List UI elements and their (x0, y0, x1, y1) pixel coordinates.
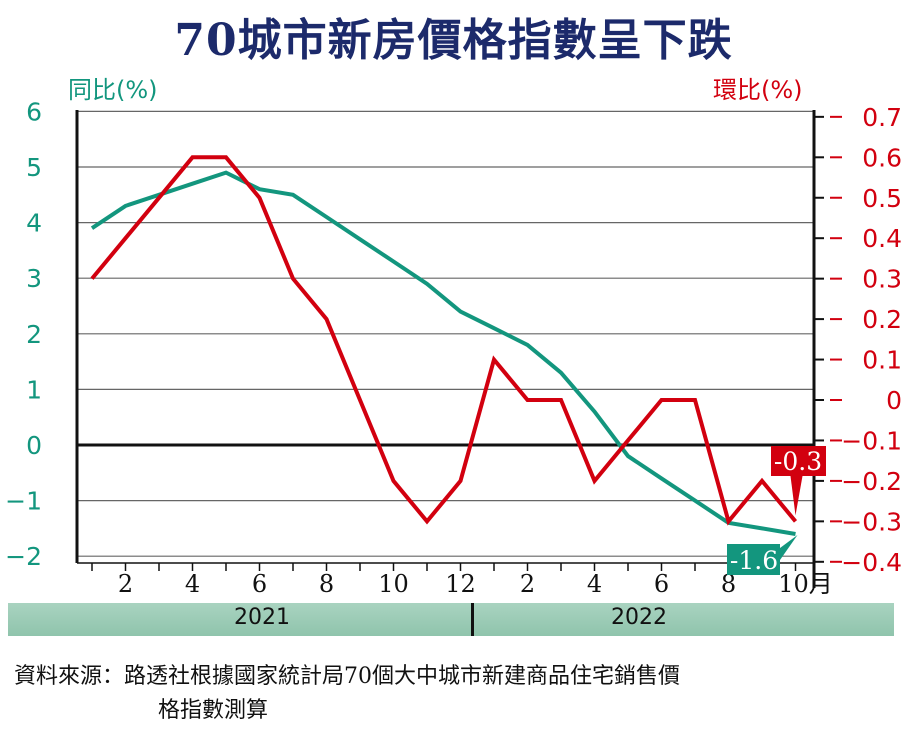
source-line-2: 格指數測算 (158, 698, 269, 723)
left-tick-label: 2 (26, 320, 42, 349)
mom-label-box (771, 446, 826, 476)
chart-title: 70城市新房價格指數呈下跌 (174, 15, 733, 66)
left-tick-label: 6 (26, 97, 42, 126)
right-tick-label: 0 (886, 386, 902, 415)
x-tick-label: 8 (319, 570, 334, 598)
x-tick-label: 4 (587, 570, 602, 598)
plot-area: 6543210−1−20.70.60.50.40.30.20.10−0.1−0.… (5, 97, 902, 598)
year-divider (471, 603, 474, 636)
right-axis-title: 環比(%) (713, 76, 803, 104)
year-label-2022: 2022 (611, 605, 667, 630)
mom-label-pointer (790, 476, 803, 516)
right-tick-label: 0.7 (862, 103, 902, 132)
right-tick-label: 0.6 (862, 143, 902, 172)
year-label-2021: 2021 (234, 605, 290, 630)
left-tick-label: 3 (26, 264, 42, 293)
mom-data-label: -0.3 (774, 447, 822, 476)
source-line-1: 資料來源：路透社根據國家統計局70個大中城市新建商品住宅銷售價 (14, 664, 680, 689)
left-tick-label: 4 (26, 209, 42, 238)
x-tick-label: 6 (654, 570, 669, 598)
x-tick-label: 10月 (778, 570, 833, 598)
yoy-label-box (727, 544, 780, 575)
right-tick-label: 0.2 (862, 305, 902, 334)
right-tick-label: −0.2 (841, 467, 902, 496)
mom-series-line (90, 155, 798, 526)
right-tick-label: −0.4 (841, 548, 902, 577)
right-tick-label: 0.1 (862, 346, 902, 375)
left-tick-label: −1 (5, 487, 42, 516)
right-tick-label: −0.1 (841, 426, 902, 455)
yoy-data-label: -1.6 (730, 546, 778, 575)
left-tick-label: 0 (26, 431, 42, 460)
left-axis-title: 同比(%) (68, 76, 158, 104)
right-tick-label: 0.4 (862, 224, 902, 253)
x-tick-label: 4 (185, 570, 200, 598)
year-band (8, 603, 894, 636)
x-tick-label: 2 (520, 570, 535, 598)
left-tick-label: −2 (5, 542, 42, 571)
x-tick-label: 8 (721, 570, 736, 598)
x-tick-label: 10 (378, 570, 409, 598)
left-tick-label: 1 (26, 375, 42, 404)
right-tick-label: −0.3 (841, 507, 902, 536)
x-tick-label: 12 (445, 570, 476, 598)
left-tick-label: 5 (26, 153, 42, 182)
yoy-series-line (90, 170, 796, 536)
x-tick-label: 6 (252, 570, 267, 598)
source-note: 資料來源：路透社根據國家統計局70個大中城市新建商品住宅銷售價 格指數測算 (14, 660, 904, 728)
right-tick-label: 0.5 (862, 184, 902, 213)
right-tick-label: 0.3 (862, 265, 902, 294)
x-tick-label: 2 (118, 570, 133, 598)
yoy-label-pointer (780, 534, 798, 560)
